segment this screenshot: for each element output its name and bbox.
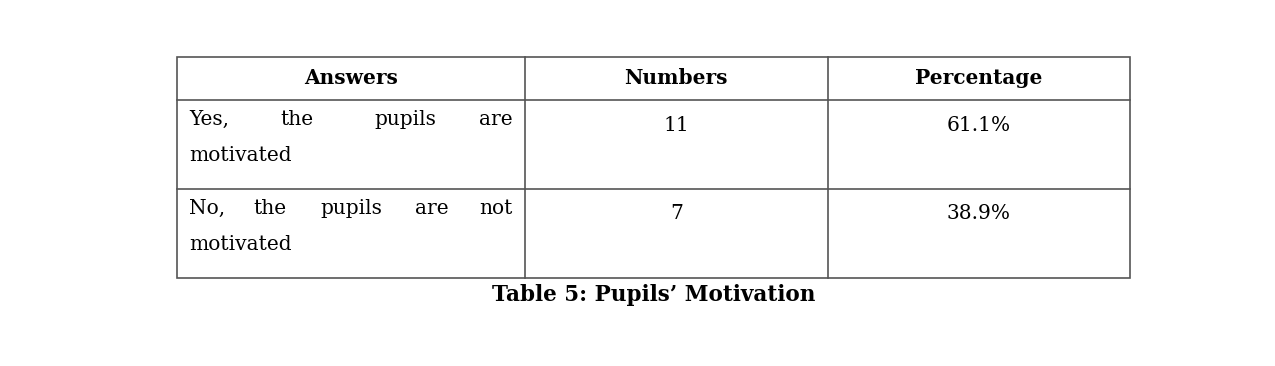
Text: pupils: pupils	[374, 110, 436, 129]
Text: 38.9%: 38.9%	[947, 205, 1011, 223]
Text: Table 5: Pupils’ Motivation: Table 5: Pupils’ Motivation	[492, 284, 815, 306]
Text: No,: No,	[189, 199, 226, 218]
Text: 61.1%: 61.1%	[946, 116, 1011, 135]
Text: 11: 11	[663, 116, 690, 135]
Text: are: are	[416, 199, 449, 218]
Bar	[177, 57, 1130, 278]
Text: motivated: motivated	[189, 146, 292, 165]
Text: not: not	[479, 199, 513, 218]
Text: Yes,: Yes,	[189, 110, 230, 129]
Text: the: the	[280, 110, 314, 129]
Text: Numbers: Numbers	[625, 68, 728, 89]
Text: are: are	[479, 110, 513, 129]
Text: Answers: Answers	[303, 68, 398, 89]
Text: Percentage: Percentage	[915, 68, 1043, 89]
Text: motivated: motivated	[189, 235, 292, 254]
Text: the: the	[254, 199, 287, 218]
Text: pupils: pupils	[320, 199, 382, 218]
Text: 7: 7	[669, 205, 682, 223]
